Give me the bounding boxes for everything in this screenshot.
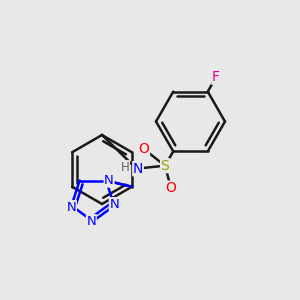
Text: O: O bbox=[166, 181, 176, 195]
Text: N: N bbox=[67, 201, 76, 214]
Text: S: S bbox=[160, 159, 169, 173]
Text: H: H bbox=[121, 161, 130, 174]
Text: N: N bbox=[86, 215, 96, 228]
Text: N: N bbox=[104, 174, 114, 187]
Text: N: N bbox=[133, 162, 143, 176]
Text: N: N bbox=[110, 198, 119, 211]
Text: O: O bbox=[139, 142, 149, 156]
Text: F: F bbox=[212, 70, 220, 84]
